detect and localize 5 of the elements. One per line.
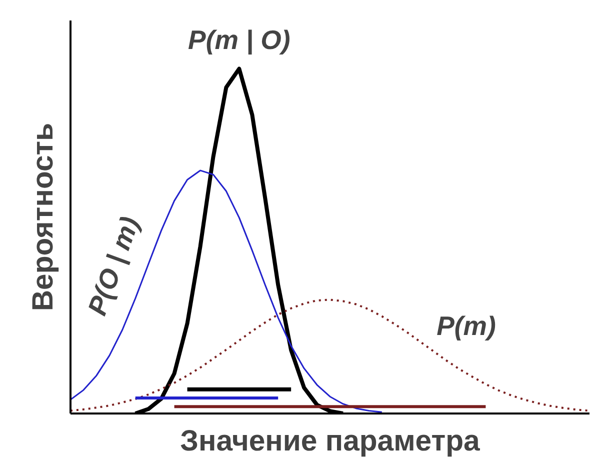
text: P(O | m)	[82, 212, 146, 320]
series-label: P(m | O)	[188, 24, 290, 55]
y-axis-title: Вероятность	[26, 122, 60, 312]
series-label: P(m)	[436, 311, 496, 342]
x-axis-title: Значение параметра	[180, 424, 481, 458]
